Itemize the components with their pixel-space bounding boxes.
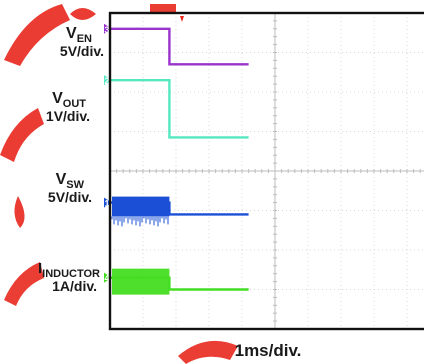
channel-marker-arrow [104, 75, 112, 86]
vsw-scale-label: 5V/div. [48, 189, 92, 205]
vout-scale-label: 1V/div. [46, 108, 90, 124]
channel-marker-2: 2 [104, 75, 112, 86]
channel-marker-3: 3 [104, 23, 112, 35]
channel-marker-number: 3 [104, 25, 109, 35]
channel-marker-number: 1 [104, 199, 109, 209]
vsw-label: VSW [56, 171, 85, 191]
channel-marker-number: 4 [104, 274, 109, 284]
iinductor-scale-label: 1A/div. [52, 278, 97, 294]
channel-marker-number: 2 [104, 76, 109, 86]
iinductor-label: IINDUCTOR [38, 260, 100, 280]
channel-marker-arrow [104, 272, 112, 283]
channel-marker-4: 4 [104, 272, 112, 284]
x-axis-label: 1ms/div. [235, 341, 302, 360]
waveform-traces [110, 27, 249, 295]
channel-marker-1: 1 [104, 197, 112, 209]
channel-marker-arrow [104, 23, 112, 34]
trace-ven [110, 27, 249, 66]
channel-marker-arrow [104, 197, 112, 208]
vout-label: VOUT [52, 90, 86, 110]
vsw-switching-fill [112, 196, 170, 217]
trace-vout [110, 78, 249, 139]
scope-frame [108, 11, 424, 331]
channel-markers: 3 2 1 4 [104, 23, 112, 284]
ven-label: VEN [66, 25, 92, 45]
scope-grid [109, 12, 424, 330]
vsw-switching-band [111, 196, 170, 227]
trigger-marker-icon [180, 16, 184, 22]
iinductor-ripple-band [112, 268, 170, 295]
ven-scale-label: 5V/div. [60, 43, 104, 59]
